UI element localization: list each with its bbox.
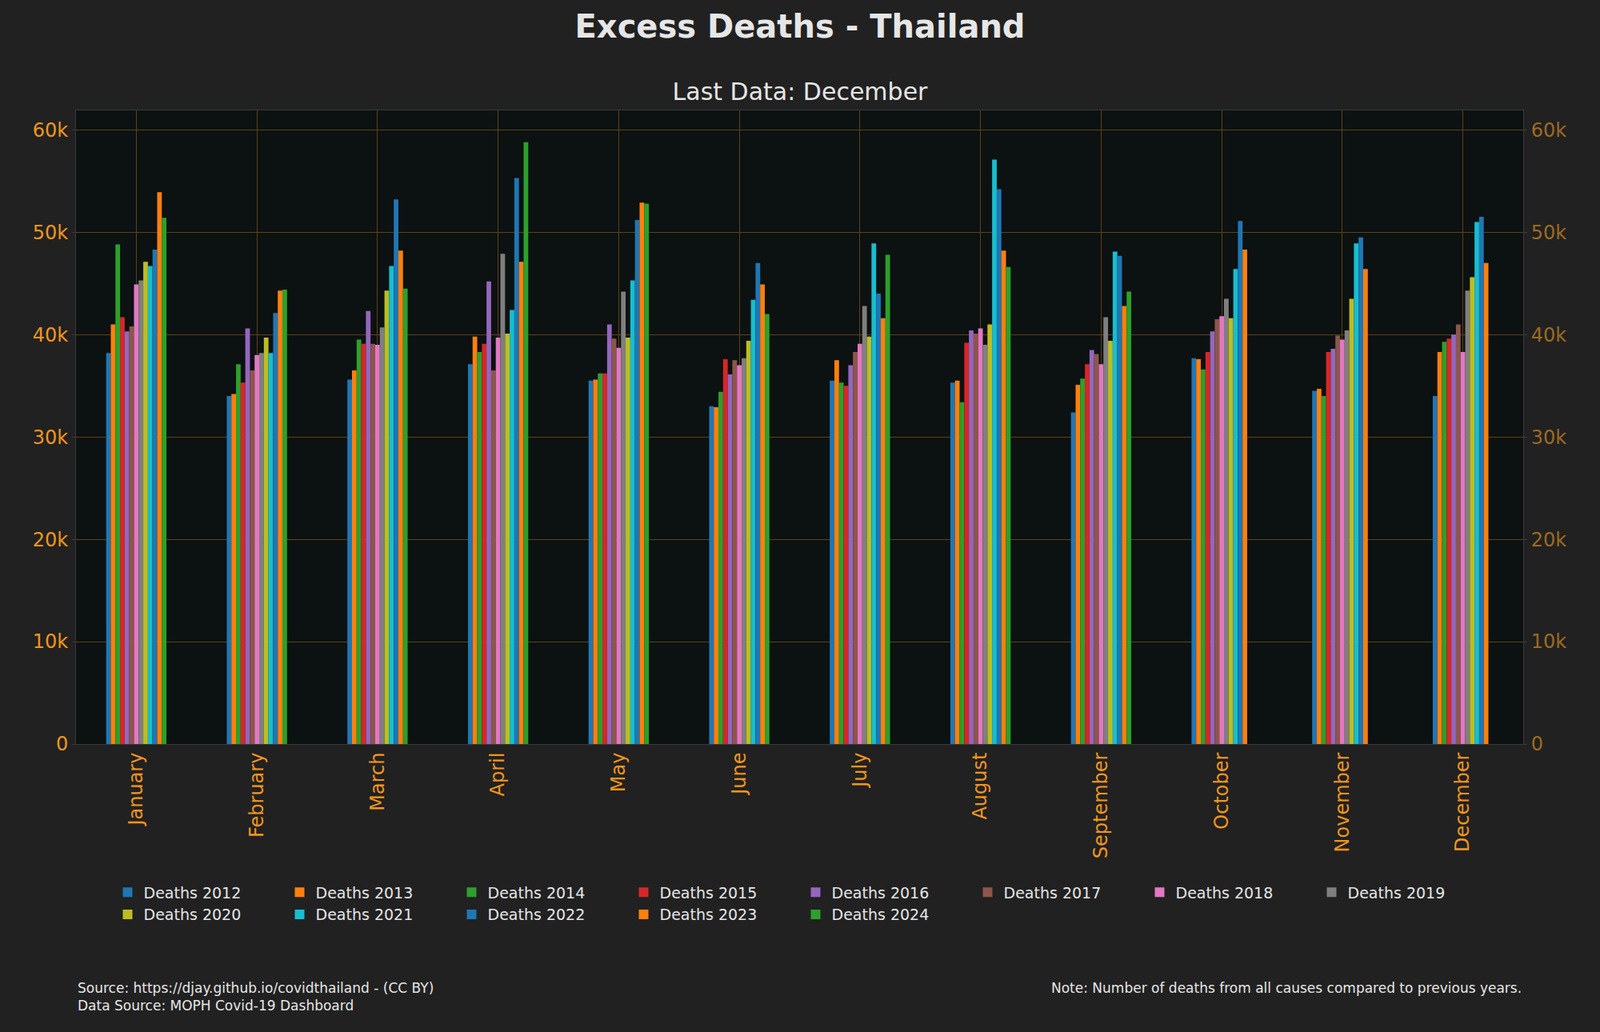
svg-text:Note: Number of deaths from al: Note: Number of deaths from all causes c… [1051,980,1522,996]
svg-text:Deaths 2022: Deaths 2022 [488,905,586,924]
svg-text:April: April [486,752,509,797]
svg-text:0: 0 [56,732,68,756]
svg-text:Deaths 2023: Deaths 2023 [660,905,758,924]
svg-text:January: January [124,752,148,828]
svg-text:Deaths 2017: Deaths 2017 [1004,884,1102,902]
svg-text:June: June [728,752,751,796]
svg-text:0: 0 [1531,732,1544,756]
svg-text:December: December [1451,752,1474,852]
svg-text:July: July [848,752,872,789]
svg-text:10k: 10k [32,630,69,653]
svg-text:50k: 50k [32,221,69,244]
svg-text:Deaths 2015: Deaths 2015 [660,884,758,902]
svg-text:October: October [1210,752,1233,829]
svg-text:Deaths 2019: Deaths 2019 [1348,884,1446,902]
svg-text:Deaths 2016: Deaths 2016 [832,884,930,902]
svg-text:August: August [968,752,992,820]
svg-text:Source: https://djay.github.io: Source: https://djay.github.io/covidthai… [77,980,434,1014]
svg-text:Excess Deaths - Thailand: Excess Deaths - Thailand [575,8,1026,45]
svg-text:Deaths 2012: Deaths 2012 [144,884,242,902]
svg-text:Deaths 2014: Deaths 2014 [488,884,586,902]
svg-text:60k: 60k [32,119,69,142]
svg-text:50k: 50k [1531,221,1568,244]
svg-text:Deaths 2024: Deaths 2024 [832,905,930,924]
svg-text:30k: 30k [32,426,69,449]
svg-text:40k: 40k [1531,324,1568,347]
svg-text:Deaths 2021: Deaths 2021 [316,905,414,924]
svg-text:Last Data: December: Last Data: December [672,77,929,106]
svg-text:May: May [607,752,630,793]
svg-text:September: September [1089,752,1112,859]
svg-text:Deaths 2013: Deaths 2013 [316,884,414,902]
svg-text:November: November [1331,752,1354,852]
svg-text:Deaths 2020: Deaths 2020 [144,905,242,924]
svg-text:30k: 30k [1531,426,1568,449]
svg-text:20k: 20k [1531,528,1568,552]
svg-text:40k: 40k [32,324,69,347]
svg-text:February: February [245,752,268,838]
svg-text:10k: 10k [1531,630,1568,653]
svg-text:Deaths 2018: Deaths 2018 [1176,884,1274,902]
svg-text:20k: 20k [32,528,69,552]
svg-text:60k: 60k [1531,119,1568,142]
svg-text:March: March [366,752,389,812]
